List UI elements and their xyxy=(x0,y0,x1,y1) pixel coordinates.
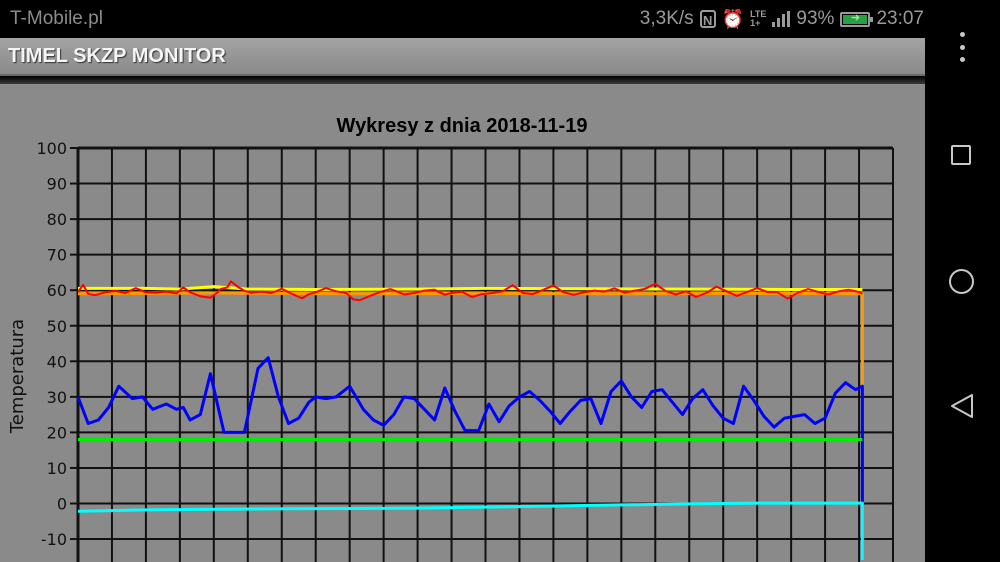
y-tick-label: 10 xyxy=(47,459,67,478)
chart-series xyxy=(76,280,864,561)
lte-icon: LTE 1+ xyxy=(750,10,766,28)
y-tick-label: 70 xyxy=(47,246,67,265)
series-yellow-line xyxy=(78,285,863,291)
y-tick-label: 100 xyxy=(36,139,67,158)
series-red-line xyxy=(77,280,863,302)
y-tick-label: 30 xyxy=(47,388,67,407)
alarm-icon: ⏰ xyxy=(721,8,745,29)
y-tick-label: 60 xyxy=(47,281,67,300)
y-tick-label: -10 xyxy=(41,530,67,549)
temperature-chart[interactable]: Wykresy z dnia 2018-11-19 10090807060504… xyxy=(0,0,925,562)
back-icon[interactable] xyxy=(950,393,974,419)
y-axis-label: Temperatura xyxy=(7,319,28,434)
y-tick-label: 80 xyxy=(47,210,67,229)
nfc-icon: N xyxy=(699,10,716,28)
app-title: TIMEL SKZP MONITOR xyxy=(8,45,226,67)
chart-grid xyxy=(76,146,894,562)
recent-apps-icon[interactable] xyxy=(951,145,971,165)
y-tick-label: 40 xyxy=(47,352,67,371)
carrier-name: T-Mobile.pl xyxy=(10,8,103,29)
y-tick-label: 50 xyxy=(47,317,67,336)
clock: 23:07 xyxy=(876,8,924,29)
app-bar-shadow xyxy=(0,76,925,84)
battery-charging-icon: ➜ xyxy=(840,11,874,27)
status-bar: T-Mobile.pl 3,3K/s N ⏰ LTE 1+ 93% ➜ 23:0… xyxy=(0,0,1000,38)
series-blue-line xyxy=(76,356,864,561)
series-orange-line xyxy=(77,291,864,387)
lte-sub-label: 1+ xyxy=(750,18,761,28)
overflow-menu-icon[interactable] xyxy=(957,32,967,62)
y-tick-label: 90 xyxy=(47,175,67,194)
chart-title: Wykresy z dnia 2018-11-19 xyxy=(337,115,588,137)
y-tick-label: 0 xyxy=(57,495,67,514)
home-icon[interactable] xyxy=(949,269,974,294)
app-bar: TIMEL SKZP MONITOR xyxy=(0,38,925,76)
series-cyan-line xyxy=(77,501,864,561)
lte-label: LTE xyxy=(750,9,767,19)
y-tick-label: 20 xyxy=(47,423,67,442)
chart-area xyxy=(0,84,925,562)
network-speed: 3,3K/s xyxy=(639,8,694,29)
signal-strength-icon xyxy=(772,11,791,27)
status-icons: 3,3K/s N ⏰ LTE 1+ 93% ➜ 23:07 xyxy=(640,8,924,30)
battery-percent: 93% xyxy=(796,8,835,29)
